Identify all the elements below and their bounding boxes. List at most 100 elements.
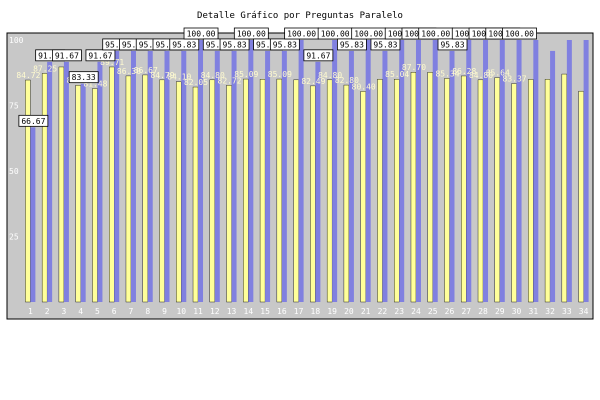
x-category-label: 30 [512, 307, 522, 316]
x-category-label: 15 [260, 307, 270, 316]
bar-series-2 [377, 78, 383, 303]
bar-series-1 [415, 40, 421, 302]
svg-text:100.00: 100.00 [237, 30, 266, 39]
x-axis-categories: 1 2 3 4 5 6 7 8 9 10 11 12 13 14 15 16 17 18 19 20 21 22 23 24 2… [28, 307, 589, 316]
bar-series-2 [142, 74, 148, 303]
x-category-label: 29 [495, 307, 505, 316]
value-label-series-2: 85.09 [268, 70, 292, 79]
value-label-series-2: 86.67 [134, 66, 158, 75]
bar-series-1 [181, 50, 187, 302]
bar-series-1 [63, 61, 69, 302]
x-category-label: 5 [95, 307, 100, 316]
svg-text:100.00: 100.00 [287, 30, 316, 39]
svg-text:95.83: 95.83 [256, 40, 280, 49]
value-label-series-2: 85.64 [486, 69, 510, 78]
svg-text:95.83: 95.83 [105, 40, 129, 49]
y-tick-label: 50 [9, 167, 19, 176]
value-label-series-2: 84.10 [167, 73, 191, 82]
y-tick-label: 25 [9, 233, 19, 242]
bar-series-1 [499, 40, 505, 302]
svg-text:91.67: 91.67 [38, 51, 62, 60]
x-category-label: 17 [294, 307, 304, 316]
bar-series-2 [343, 84, 350, 303]
x-category-label: 33 [562, 307, 572, 316]
bar-series-2 [58, 66, 65, 303]
x-category-label: 3 [61, 307, 66, 316]
bar-series-2 [394, 78, 400, 303]
svg-text:95.83: 95.83 [206, 40, 230, 49]
bar-series-1 [516, 40, 522, 302]
bar-series-1 [80, 83, 86, 302]
value-label-series-1: 95.83 [370, 38, 401, 51]
x-category-label: 9 [162, 307, 167, 316]
bar-series-2 [511, 83, 517, 303]
value-label-series-2: 82.80 [335, 76, 359, 85]
bar-series-1 [97, 61, 103, 302]
svg-text:100.00: 100.00 [321, 30, 350, 39]
bar-series-2 [159, 79, 165, 303]
bar-series-1 [265, 50, 271, 302]
bar-series-1 [382, 50, 388, 302]
bar-series-2 [176, 81, 182, 303]
value-label-series-1: 95.83 [337, 38, 367, 51]
bar-series-2 [192, 86, 199, 303]
x-category-label: 1 [28, 307, 33, 316]
value-label-series-2: 84.80 [201, 71, 225, 80]
value-label-series-1: 91.67 [85, 49, 116, 62]
bar-series-1 [583, 40, 589, 302]
bar-series-2 [360, 91, 366, 303]
bar-series-1 [550, 50, 556, 302]
y-axis-ticks: 25 50 75 100 [9, 36, 24, 242]
x-category-label: 14 [244, 307, 254, 316]
bar-series-2 [125, 75, 132, 303]
value-label-series-1: 100.00 [418, 27, 454, 40]
bar-series-2 [444, 78, 450, 303]
svg-text:95.83: 95.83 [273, 40, 297, 49]
svg-text:100.00: 100.00 [505, 30, 534, 39]
value-label-series-2: 82.05 [184, 78, 208, 87]
bar-series-2 [25, 79, 31, 303]
value-label-series-2: 82.49 [301, 77, 325, 86]
svg-text:91.67: 91.67 [88, 51, 112, 60]
bar-series-1 [466, 40, 472, 302]
bar-series-1 [47, 61, 53, 302]
svg-text:100.00: 100.00 [354, 30, 383, 39]
bar-series-1 [365, 40, 371, 302]
x-category-label: 28 [478, 307, 488, 316]
svg-text:95.83: 95.83 [155, 40, 179, 49]
svg-text:95.83: 95.83 [440, 40, 464, 49]
x-category-label: 21 [361, 307, 371, 316]
value-label-series-2: 84.80 [469, 71, 493, 80]
x-category-label: 26 [445, 307, 455, 316]
bar-series-2 [410, 72, 417, 303]
value-label-series-2: 86.28 [452, 67, 476, 76]
value-label-series-2: 84.72 [16, 71, 40, 80]
value-label-series-1: 83.33 [68, 71, 99, 84]
value-label-series-1: 100.00 [183, 27, 219, 40]
x-category-label: 25 [428, 307, 438, 316]
bar-series-1 [566, 40, 572, 302]
bar-series-1 [315, 61, 321, 302]
bar-series-1 [449, 50, 455, 302]
value-label-series-1: 95.83 [437, 38, 468, 51]
x-category-label: 18 [311, 307, 321, 316]
bar-series-2 [494, 77, 500, 303]
svg-text:91.67: 91.67 [306, 51, 330, 60]
value-label-series-2: 85.09 [234, 70, 258, 79]
x-category-label: 4 [78, 307, 83, 316]
bar-series-1 [332, 40, 338, 302]
value-label-series-1: 100.00 [284, 27, 320, 40]
x-category-label: 16 [277, 307, 287, 316]
bar-series-2 [310, 85, 316, 303]
svg-text:95.83: 95.83 [223, 40, 247, 49]
bar-series-2 [109, 66, 115, 303]
bar-series-2 [461, 75, 467, 303]
svg-text:95.83: 95.83 [340, 40, 364, 49]
x-category-label: 19 [327, 307, 337, 316]
x-category-label: 11 [193, 307, 203, 316]
bar-series-2 [92, 88, 98, 303]
bar-series-1 [164, 50, 170, 302]
value-label-series-2: 87.25 [33, 64, 57, 73]
value-label-series-1: 100.00 [502, 27, 537, 40]
